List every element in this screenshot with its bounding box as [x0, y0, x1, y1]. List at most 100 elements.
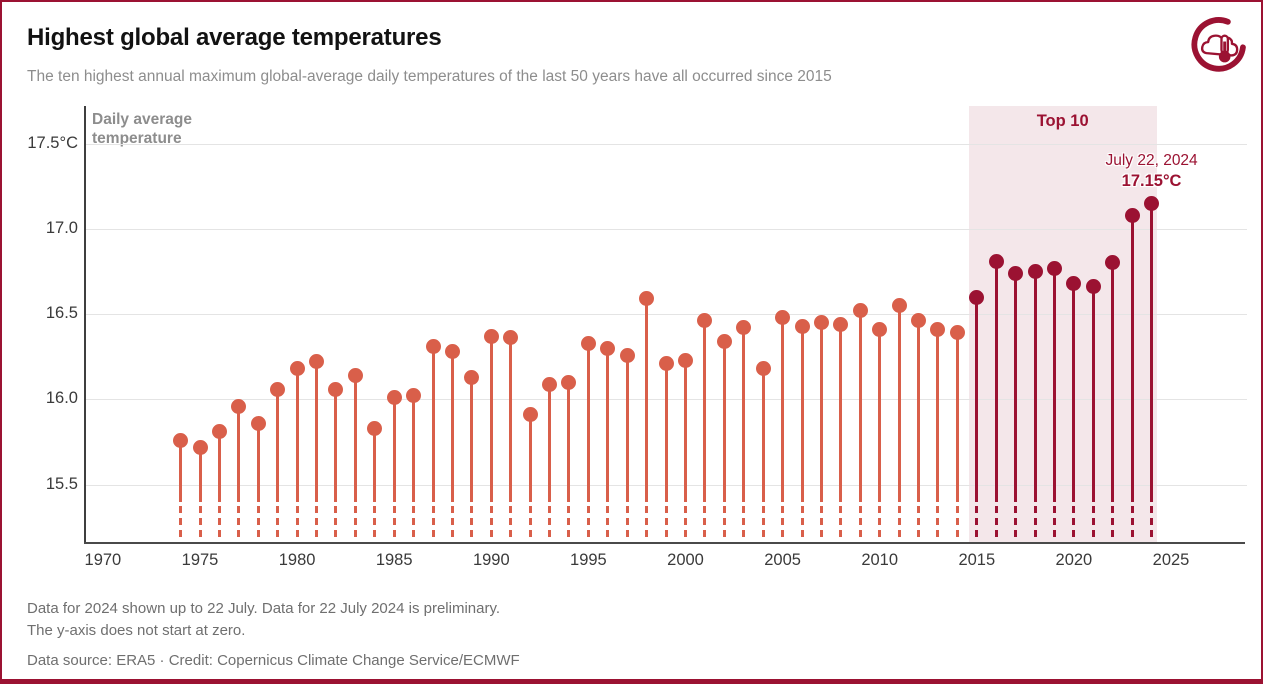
lollipop-stem-2000: [684, 360, 687, 502]
lollipop-dash-2021: [1091, 506, 1095, 539]
lollipop-dash-1998: [645, 506, 649, 539]
lollipop-dot-2008: [833, 316, 849, 332]
lollipop-dash-1995: [586, 506, 590, 539]
lollipop-stem-2014: [955, 332, 959, 502]
y-tick-label: 16.5: [45, 304, 78, 323]
page-title: Highest global average temperatures: [27, 24, 442, 51]
lollipop-dot-2003: [736, 320, 752, 336]
lollipop-dash-1974: [179, 506, 183, 539]
gridline: [84, 228, 1247, 230]
lollipop-dash-2002: [722, 506, 726, 539]
lollipop-dash-1984: [373, 506, 377, 539]
lollipop-dot-2018: [1027, 263, 1043, 279]
lollipop-stem-2015: [975, 297, 979, 502]
lollipop-stem-1974: [179, 440, 183, 502]
lollipop-stem-1975: [198, 447, 202, 502]
lollipop-dash-2004: [761, 506, 765, 539]
lollipop-stem-1988: [450, 351, 454, 502]
lollipop-dot-2024: [1144, 195, 1160, 211]
lollipop-stem-1990: [489, 336, 493, 502]
x-tick-label: 1995: [570, 551, 607, 569]
lollipop-dot-2011: [891, 298, 907, 314]
lollipop-stem-2001: [703, 320, 707, 502]
lollipop-dot-2015: [969, 289, 985, 305]
lollipop-dash-1996: [606, 506, 610, 539]
lollipop-dot-2005: [775, 310, 791, 325]
lollipop-dot-2022: [1105, 255, 1121, 271]
lollipop-dot-2010: [872, 321, 888, 337]
gridline: [84, 314, 1247, 316]
lollipop-dash-1987: [431, 506, 435, 539]
lollipop-stem-1992: [528, 414, 532, 502]
lollipop-dash-1977: [237, 506, 241, 539]
lollipop-dot-1985: [386, 390, 402, 406]
lollipop-dot-1979: [270, 381, 286, 397]
lollipop-stem-2017: [1014, 273, 1018, 502]
lollipop-dot-2006: [794, 318, 810, 334]
lollipop-stem-2005: [781, 317, 785, 502]
lollipop-dot-1987: [425, 339, 441, 354]
page-subtitle: The ten highest annual maximum global-av…: [27, 68, 832, 85]
lollipop-stem-1983: [353, 375, 357, 502]
lollipop-dot-1990: [483, 328, 499, 344]
lollipop-dash-2015: [975, 506, 979, 539]
lollipop-dash-2023: [1130, 506, 1134, 539]
lollipop-stem-2003: [742, 327, 746, 502]
lollipop-stem-2020: [1072, 283, 1076, 502]
y-tick-label: 16.0: [45, 389, 78, 408]
lollipop-dot-1997: [619, 347, 635, 363]
lollipop-stem-1995: [586, 343, 590, 502]
lollipop-dot-1975: [192, 439, 208, 455]
lollipop-dot-1996: [600, 340, 616, 356]
lollipop-stem-1991: [509, 337, 513, 502]
lollipop-stem-1979: [276, 389, 280, 502]
x-tick-label: 1980: [278, 551, 316, 569]
lollipop-stem-1984: [373, 428, 377, 502]
lollipop-stem-1980: [295, 368, 299, 502]
y-axis-label: Daily average temperature: [92, 108, 228, 150]
logo-thermometer-bulb-icon: [1218, 50, 1231, 63]
gridline: [84, 143, 1247, 145]
lollipop-stem-2023: [1130, 215, 1134, 502]
lollipop-dash-2003: [742, 506, 746, 539]
lollipop-dash-2022: [1111, 506, 1115, 539]
lollipop-dash-1975: [198, 506, 202, 539]
lollipop-dot-2002: [716, 333, 732, 349]
top10-band: [968, 106, 1157, 542]
lollipop-dot-2020: [1066, 275, 1082, 291]
lollipop-dash-1980: [295, 506, 299, 539]
lollipop-dot-2000: [678, 352, 693, 368]
lollipop-stem-2007: [819, 322, 823, 502]
lollipop-dot-1983: [347, 368, 363, 384]
lollipop-stem-1985: [392, 397, 396, 502]
y-tick-label: 15.5: [45, 474, 78, 493]
lollipop-dot-2004: [755, 361, 771, 377]
lollipop-dot-1986: [406, 388, 422, 404]
logo-thermometer-mercury-icon: [1223, 41, 1227, 56]
lollipop-stem-2004: [761, 368, 765, 502]
lollipop-dash-1999: [664, 506, 668, 539]
lollipop-stem-2012: [917, 320, 921, 502]
lollipop-stem-1989: [470, 377, 474, 502]
lollipop-stem-1982: [334, 389, 338, 502]
lollipop-dash-2000: [684, 506, 687, 539]
lollipop-dash-2020: [1072, 506, 1076, 539]
lollipop-dot-1992: [522, 407, 538, 423]
lollipop-dot-2009: [852, 303, 868, 319]
lollipop-dash-1991: [509, 506, 513, 539]
lollipop-dash-1979: [276, 506, 280, 539]
x-tick-label: 1970: [84, 551, 122, 569]
lollipop-dash-1986: [412, 506, 416, 539]
y-tick-label: 17.5°C: [27, 133, 78, 152]
lollipop-dash-1994: [567, 506, 571, 539]
lollipop-dot-2017: [1008, 265, 1024, 281]
lollipop-dot-1991: [503, 330, 519, 346]
lollipop-dot-1989: [464, 369, 480, 385]
lollipop-stem-1993: [548, 384, 552, 502]
lollipop-dot-1998: [639, 291, 655, 307]
x-tick-label: 1975: [181, 551, 219, 569]
lollipop-dot-1995: [580, 335, 596, 351]
x-tick-label: 2000: [667, 551, 704, 569]
lollipop-dash-2016: [994, 506, 998, 539]
